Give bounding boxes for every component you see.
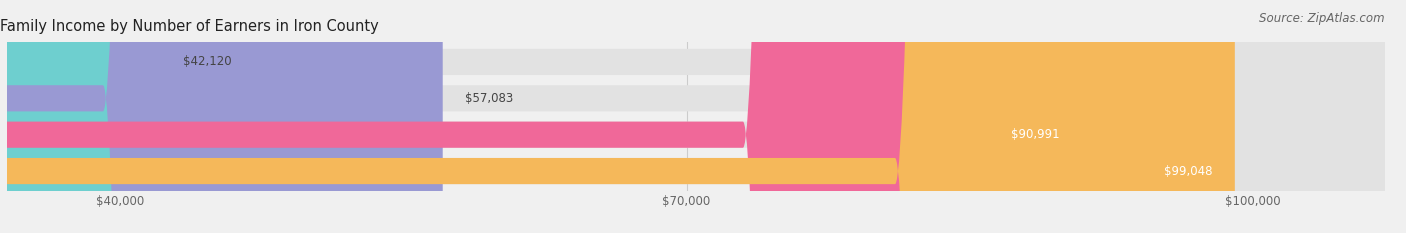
- Text: $42,120: $42,120: [183, 55, 232, 69]
- Text: Family Income by Number of Earners in Iron County: Family Income by Number of Earners in Ir…: [0, 19, 378, 34]
- FancyBboxPatch shape: [0, 0, 160, 233]
- Text: $57,083: $57,083: [465, 92, 513, 105]
- FancyBboxPatch shape: [0, 0, 1234, 233]
- Text: $90,991: $90,991: [1011, 128, 1060, 141]
- FancyBboxPatch shape: [0, 0, 1083, 233]
- Text: $99,048: $99,048: [1164, 164, 1212, 178]
- Text: Source: ZipAtlas.com: Source: ZipAtlas.com: [1260, 12, 1385, 25]
- FancyBboxPatch shape: [0, 0, 443, 233]
